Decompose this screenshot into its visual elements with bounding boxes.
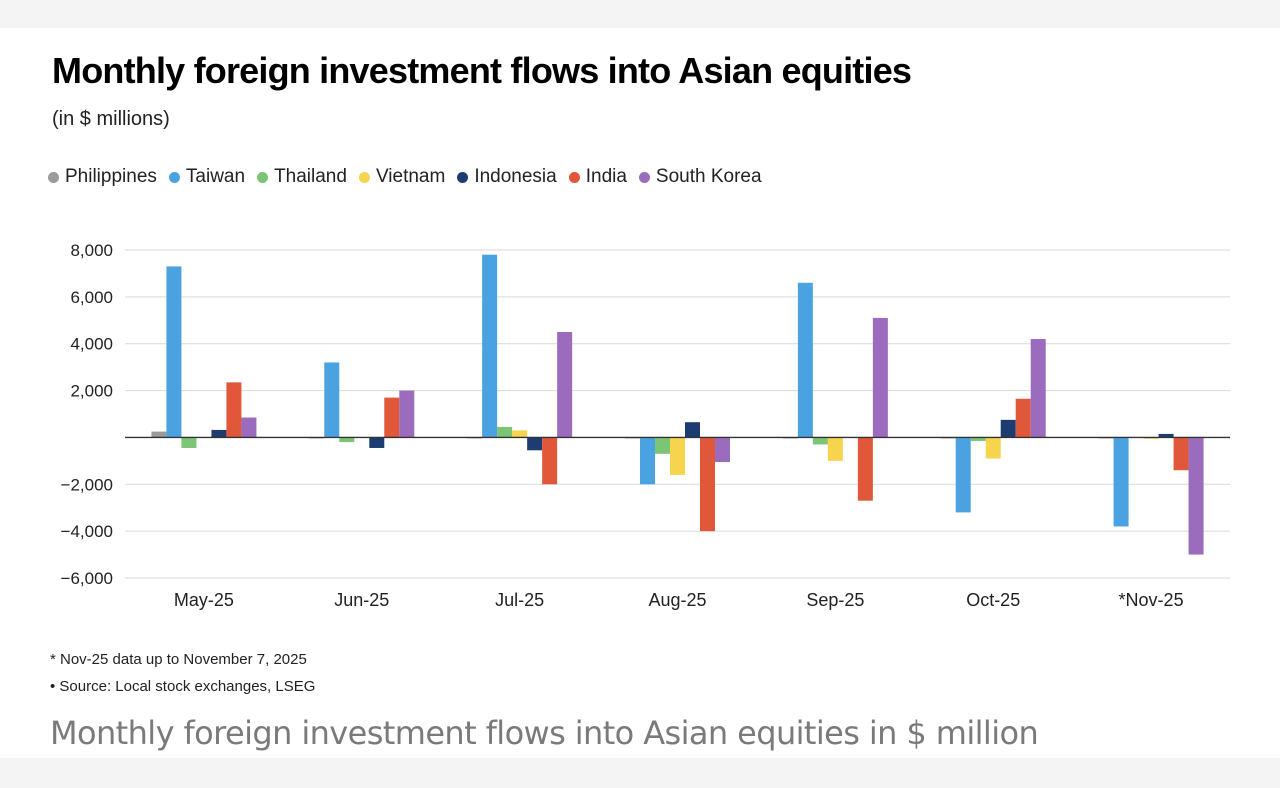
bar-india-jun-25 [384, 397, 400, 438]
legend-swatch [568, 171, 580, 183]
legend-swatch [638, 171, 650, 183]
legend-label: Indonesia [474, 166, 557, 187]
bar-south-korea-oct-25 [1030, 339, 1046, 438]
legend-label: Taiwan [185, 166, 246, 187]
chart-title: Monthly foreign investment flows into As… [52, 50, 912, 91]
bar-india-aug-25 [700, 437, 715, 532]
bar-south-korea-nov-25 [1188, 437, 1204, 555]
bar-vietnam-sep-25 [827, 437, 843, 461]
bar-indonesia-aug-25 [685, 422, 700, 438]
x-tick-label: Jul-25 [495, 590, 544, 610]
chart-notes: * Nov-25 data up to November 7, 2025 • S… [50, 646, 315, 700]
y-tick-label: −4,000 [61, 522, 113, 541]
bar-south-korea-jun-25 [399, 390, 415, 438]
legend-swatch [48, 171, 59, 183]
bar-south-korea-sep-25 [872, 317, 888, 438]
bar-vietnam-aug-25 [670, 437, 685, 475]
bar-taiwan-jun-25 [324, 362, 340, 438]
legend-label: South Korea [655, 166, 762, 187]
legend-swatch [358, 171, 370, 183]
bar-indonesia-may-25 [211, 429, 227, 438]
source-note: • Source: Local stock exchanges, LSEG [50, 678, 316, 695]
legend-item-india: India [568, 166, 627, 188]
bar-vietnam-jul-25 [512, 430, 528, 438]
bar-south-korea-jul-25 [557, 332, 573, 438]
x-tick-label: Oct-25 [966, 590, 1020, 610]
bar-india-oct-25 [1015, 398, 1031, 438]
x-tick-label: Aug-25 [648, 590, 706, 610]
bar-thailand-jun-25 [339, 437, 355, 443]
y-tick-label: −6,000 [61, 569, 113, 588]
legend-item-thailand: Thailand [257, 166, 347, 188]
bar-indonesia-jun-25 [369, 437, 385, 448]
bar-indonesia-jul-25 [527, 437, 543, 451]
bar-taiwan-sep-25 [797, 282, 813, 438]
legend-swatch [168, 171, 180, 183]
bar-thailand-aug-25 [655, 437, 670, 454]
x-tick-label: *Nov-25 [1119, 590, 1184, 610]
bar-philippines-may-25 [151, 431, 167, 438]
bar-thailand-sep-25 [812, 437, 828, 445]
image-caption: Monthly foreign investment flows into As… [50, 714, 1039, 752]
x-tick-label: May-25 [174, 590, 234, 610]
legend-swatch [257, 171, 269, 183]
legend-label: Vietnam [375, 166, 446, 187]
bar-south-korea-aug-25 [715, 437, 730, 463]
legend-item-south-korea: South Korea [638, 166, 762, 188]
bar-thailand-oct-25 [970, 437, 986, 441]
bar-india-may-25 [226, 382, 242, 438]
bar-taiwan-aug-25 [640, 437, 655, 485]
legend-label: India [585, 166, 627, 187]
bar-indonesia-nov-25 [1158, 433, 1174, 438]
bar-chart: 8,000 6,000 4,000 2,000 −2,000 −4,000 −6,000 Ma… [61, 241, 1230, 610]
legend-swatch [457, 171, 469, 183]
bar-vietnam-nov-25 [1143, 437, 1159, 439]
bar-india-jul-25 [542, 437, 558, 485]
bar-india-nov-25 [1173, 437, 1189, 471]
legend-item-vietnam: Vietnam [358, 166, 446, 188]
y-tick-label: 2,000 [70, 382, 113, 401]
chart-card: Monthly foreign investment flows into As… [0, 28, 1280, 758]
legend-label: Philippines [65, 166, 157, 187]
bar-india-sep-25 [857, 437, 873, 501]
bar-taiwan-oct-25 [955, 437, 971, 513]
bar-taiwan-jul-25 [482, 254, 498, 438]
legend-label: Thailand [274, 166, 347, 187]
y-tick-label: 8,000 [70, 241, 113, 260]
bar-thailand-may-25 [181, 437, 197, 448]
y-tick-label: −2,000 [61, 475, 113, 494]
legend-item-taiwan: Taiwan [168, 166, 246, 188]
chart-subtitle: (in $ millions) [52, 108, 170, 130]
footnote: * Nov-25 data up to November 7, 2025 [50, 651, 307, 668]
y-tick-label: 6,000 [70, 288, 113, 307]
x-tick-label: Jun-25 [334, 590, 389, 610]
legend-item-philippines: Philippines [48, 166, 157, 188]
legend-item-indonesia: Indonesia [457, 166, 557, 188]
bar-thailand-jul-25 [497, 426, 513, 438]
bar-taiwan-may-25 [166, 266, 182, 438]
bar-south-korea-may-25 [241, 417, 257, 438]
bar-taiwan-nov-25 [1113, 437, 1129, 527]
bar-indonesia-oct-25 [1000, 419, 1016, 438]
y-tick-label: 4,000 [70, 335, 113, 354]
chart-legend: Philippines Taiwan Thailand Vietnam Indonesi… [48, 166, 774, 188]
x-tick-label: Sep-25 [806, 590, 864, 610]
bar-vietnam-oct-25 [985, 437, 1001, 459]
